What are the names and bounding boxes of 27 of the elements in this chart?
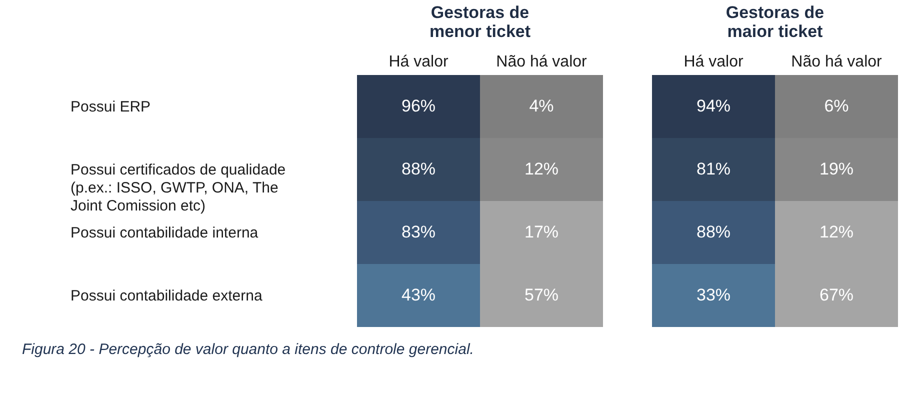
x-tick-label: Não há valor xyxy=(791,54,883,70)
data-label: 83% xyxy=(401,222,436,242)
chart-title: Gestoras de menor ticket xyxy=(429,3,531,41)
data-label: 67% xyxy=(819,286,854,304)
data-label: 43% xyxy=(401,286,436,304)
x-tick-label: Há valor xyxy=(388,54,449,70)
y-tick-label: Possui certificados de qualidade (p.ex.: ISSO, GWTP, ONA, The Joint Comission etc) xyxy=(70,162,286,214)
y-tick-label: Possui contabilidade externa xyxy=(70,288,263,304)
data-label: 33% xyxy=(696,286,731,304)
data-label: 12% xyxy=(819,222,854,242)
data-label: 19% xyxy=(819,160,854,178)
y-tick-label: Possui ERP xyxy=(70,98,151,116)
data-label: 96% xyxy=(401,96,436,116)
data-label: 12% xyxy=(524,160,559,178)
data-label: 94% xyxy=(696,96,731,116)
data-label: 4% xyxy=(529,96,554,116)
data-label: 81% xyxy=(696,160,731,178)
data-label: 17% xyxy=(524,222,559,242)
data-label: 88% xyxy=(401,160,436,178)
x-tick-label: Não há valor xyxy=(496,54,588,70)
data-label: 57% xyxy=(524,286,559,304)
data-label: 88% xyxy=(696,222,731,242)
x-tick-label: Há valor xyxy=(684,54,744,70)
y-tick-label: Possui contabilidade interna xyxy=(70,224,259,242)
chart-title: Gestoras de maior ticket xyxy=(726,3,824,41)
data-label: 6% xyxy=(824,96,849,116)
text: Figura 20 - Percepção de valor quanto a itens de controle gerencial. xyxy=(22,341,475,358)
